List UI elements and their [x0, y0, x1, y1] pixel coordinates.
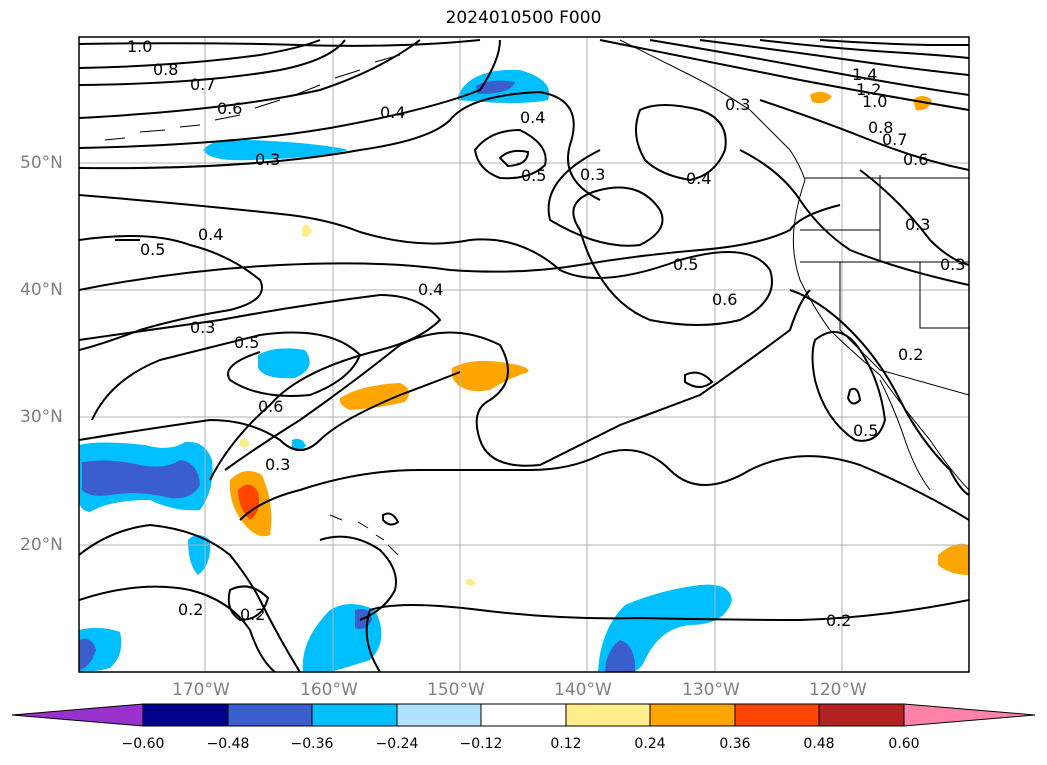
state-borders — [800, 175, 969, 396]
negative-anomaly-core — [79, 638, 96, 670]
colorbar-segment — [565, 703, 651, 727]
gridlines — [79, 37, 969, 672]
contour-line — [224, 289, 811, 471]
contour-line — [79, 204, 841, 291]
contour-line — [79, 39, 321, 69]
contour-line — [79, 585, 276, 672]
contour-line — [382, 512, 400, 526]
positive-anomaly-region — [810, 91, 832, 104]
lat-label-30n: 30°N — [20, 407, 63, 427]
contour-line — [365, 599, 969, 672]
west-coast — [792, 179, 969, 491]
negative-anomaly-region — [292, 438, 306, 450]
contour-line — [473, 128, 547, 180]
contour-line — [79, 523, 301, 672]
contour-line — [649, 39, 969, 96]
colorbar-tick: −0.48 — [206, 736, 250, 752]
colorbar-tick: 0.36 — [719, 736, 751, 752]
colorbar-tick: −0.24 — [375, 736, 419, 752]
lon-label-160w: 160°W — [300, 680, 358, 700]
negative-anomaly-region — [258, 348, 310, 379]
colorbar-extend-high — [903, 703, 1036, 727]
contour-line — [739, 149, 969, 286]
coastlines — [104, 39, 969, 556]
contour-line — [79, 235, 263, 351]
contour-line — [319, 535, 397, 621]
colorbar-extend-low — [11, 703, 144, 727]
negative-anomaly-region — [203, 139, 348, 161]
contour-lines — [79, 39, 969, 672]
lon-label-140w: 140°W — [554, 680, 612, 700]
lat-label-50n: 50°N — [20, 153, 63, 173]
positive-anomaly-region — [451, 360, 529, 392]
positive-anomaly-region — [339, 383, 409, 410]
contour-line — [227, 585, 270, 622]
lon-label-120w: 120°W — [809, 680, 867, 700]
positive-anomaly-core — [238, 484, 259, 520]
contour-line — [239, 449, 969, 521]
map-title: 2024010500 F000 — [445, 8, 602, 28]
contour-line — [846, 387, 862, 405]
lat-label-20n: 20°N — [20, 535, 63, 555]
positive-anomaly-region — [240, 438, 250, 448]
contour-line — [635, 104, 727, 182]
contour-line — [859, 169, 969, 266]
colorbar-tick: −0.36 — [290, 736, 334, 752]
contour-line — [79, 39, 346, 86]
colorbar-segment — [142, 703, 229, 727]
colorbar-segment — [649, 703, 736, 727]
aleutian-islands — [104, 54, 401, 141]
colorbar-tick: −0.60 — [121, 736, 165, 752]
colorbar-tick: 0.24 — [634, 736, 666, 752]
lat-label-40n: 40°N — [20, 280, 63, 300]
contour-line — [91, 331, 362, 421]
contour-line — [79, 293, 442, 481]
hawaii — [329, 514, 399, 556]
contour-line — [759, 99, 969, 171]
contour-line — [759, 39, 969, 59]
positive-anomaly-region — [913, 96, 932, 111]
positive-anomaly-region — [302, 224, 312, 238]
lon-label-150w: 150°W — [427, 680, 485, 700]
negative-anomaly-core — [605, 640, 636, 672]
contour-line — [79, 149, 773, 326]
shaded-fields — [79, 69, 969, 672]
colorbar-segment — [480, 703, 567, 727]
lon-label-130w: 130°W — [682, 680, 740, 700]
colorbar-tick: 0.12 — [550, 736, 582, 752]
contour-line — [79, 39, 501, 149]
positive-anomaly-region — [466, 578, 476, 586]
negative-anomaly-core — [82, 460, 200, 499]
colorbar — [11, 703, 1036, 727]
colorbar-tick: −0.12 — [459, 736, 503, 752]
contour-line — [699, 39, 969, 76]
alaska-coast — [619, 39, 806, 181]
colorbar-tick: 0.48 — [803, 736, 835, 752]
colorbar-segment — [396, 703, 482, 727]
colorbar-segment — [734, 703, 820, 727]
contour-line — [79, 39, 481, 47]
contour-line — [684, 371, 714, 388]
negative-anomaly-core — [476, 80, 515, 94]
map-frame — [78, 36, 970, 673]
colorbar-segment — [818, 703, 905, 727]
contour-line — [79, 39, 421, 119]
positive-anomaly-region — [938, 543, 969, 575]
colorbar-segment — [227, 703, 313, 727]
contour-line — [498, 149, 530, 168]
colorbar-tick: 0.60 — [888, 736, 920, 752]
colorbar-segment — [311, 703, 398, 727]
baja-california — [879, 379, 931, 491]
contour-line — [79, 90, 601, 201]
contour-line — [819, 39, 969, 46]
contour-line — [789, 289, 969, 496]
lon-label-170w: 170°W — [172, 680, 230, 700]
contour-line — [79, 371, 461, 451]
contour-line — [599, 39, 969, 111]
